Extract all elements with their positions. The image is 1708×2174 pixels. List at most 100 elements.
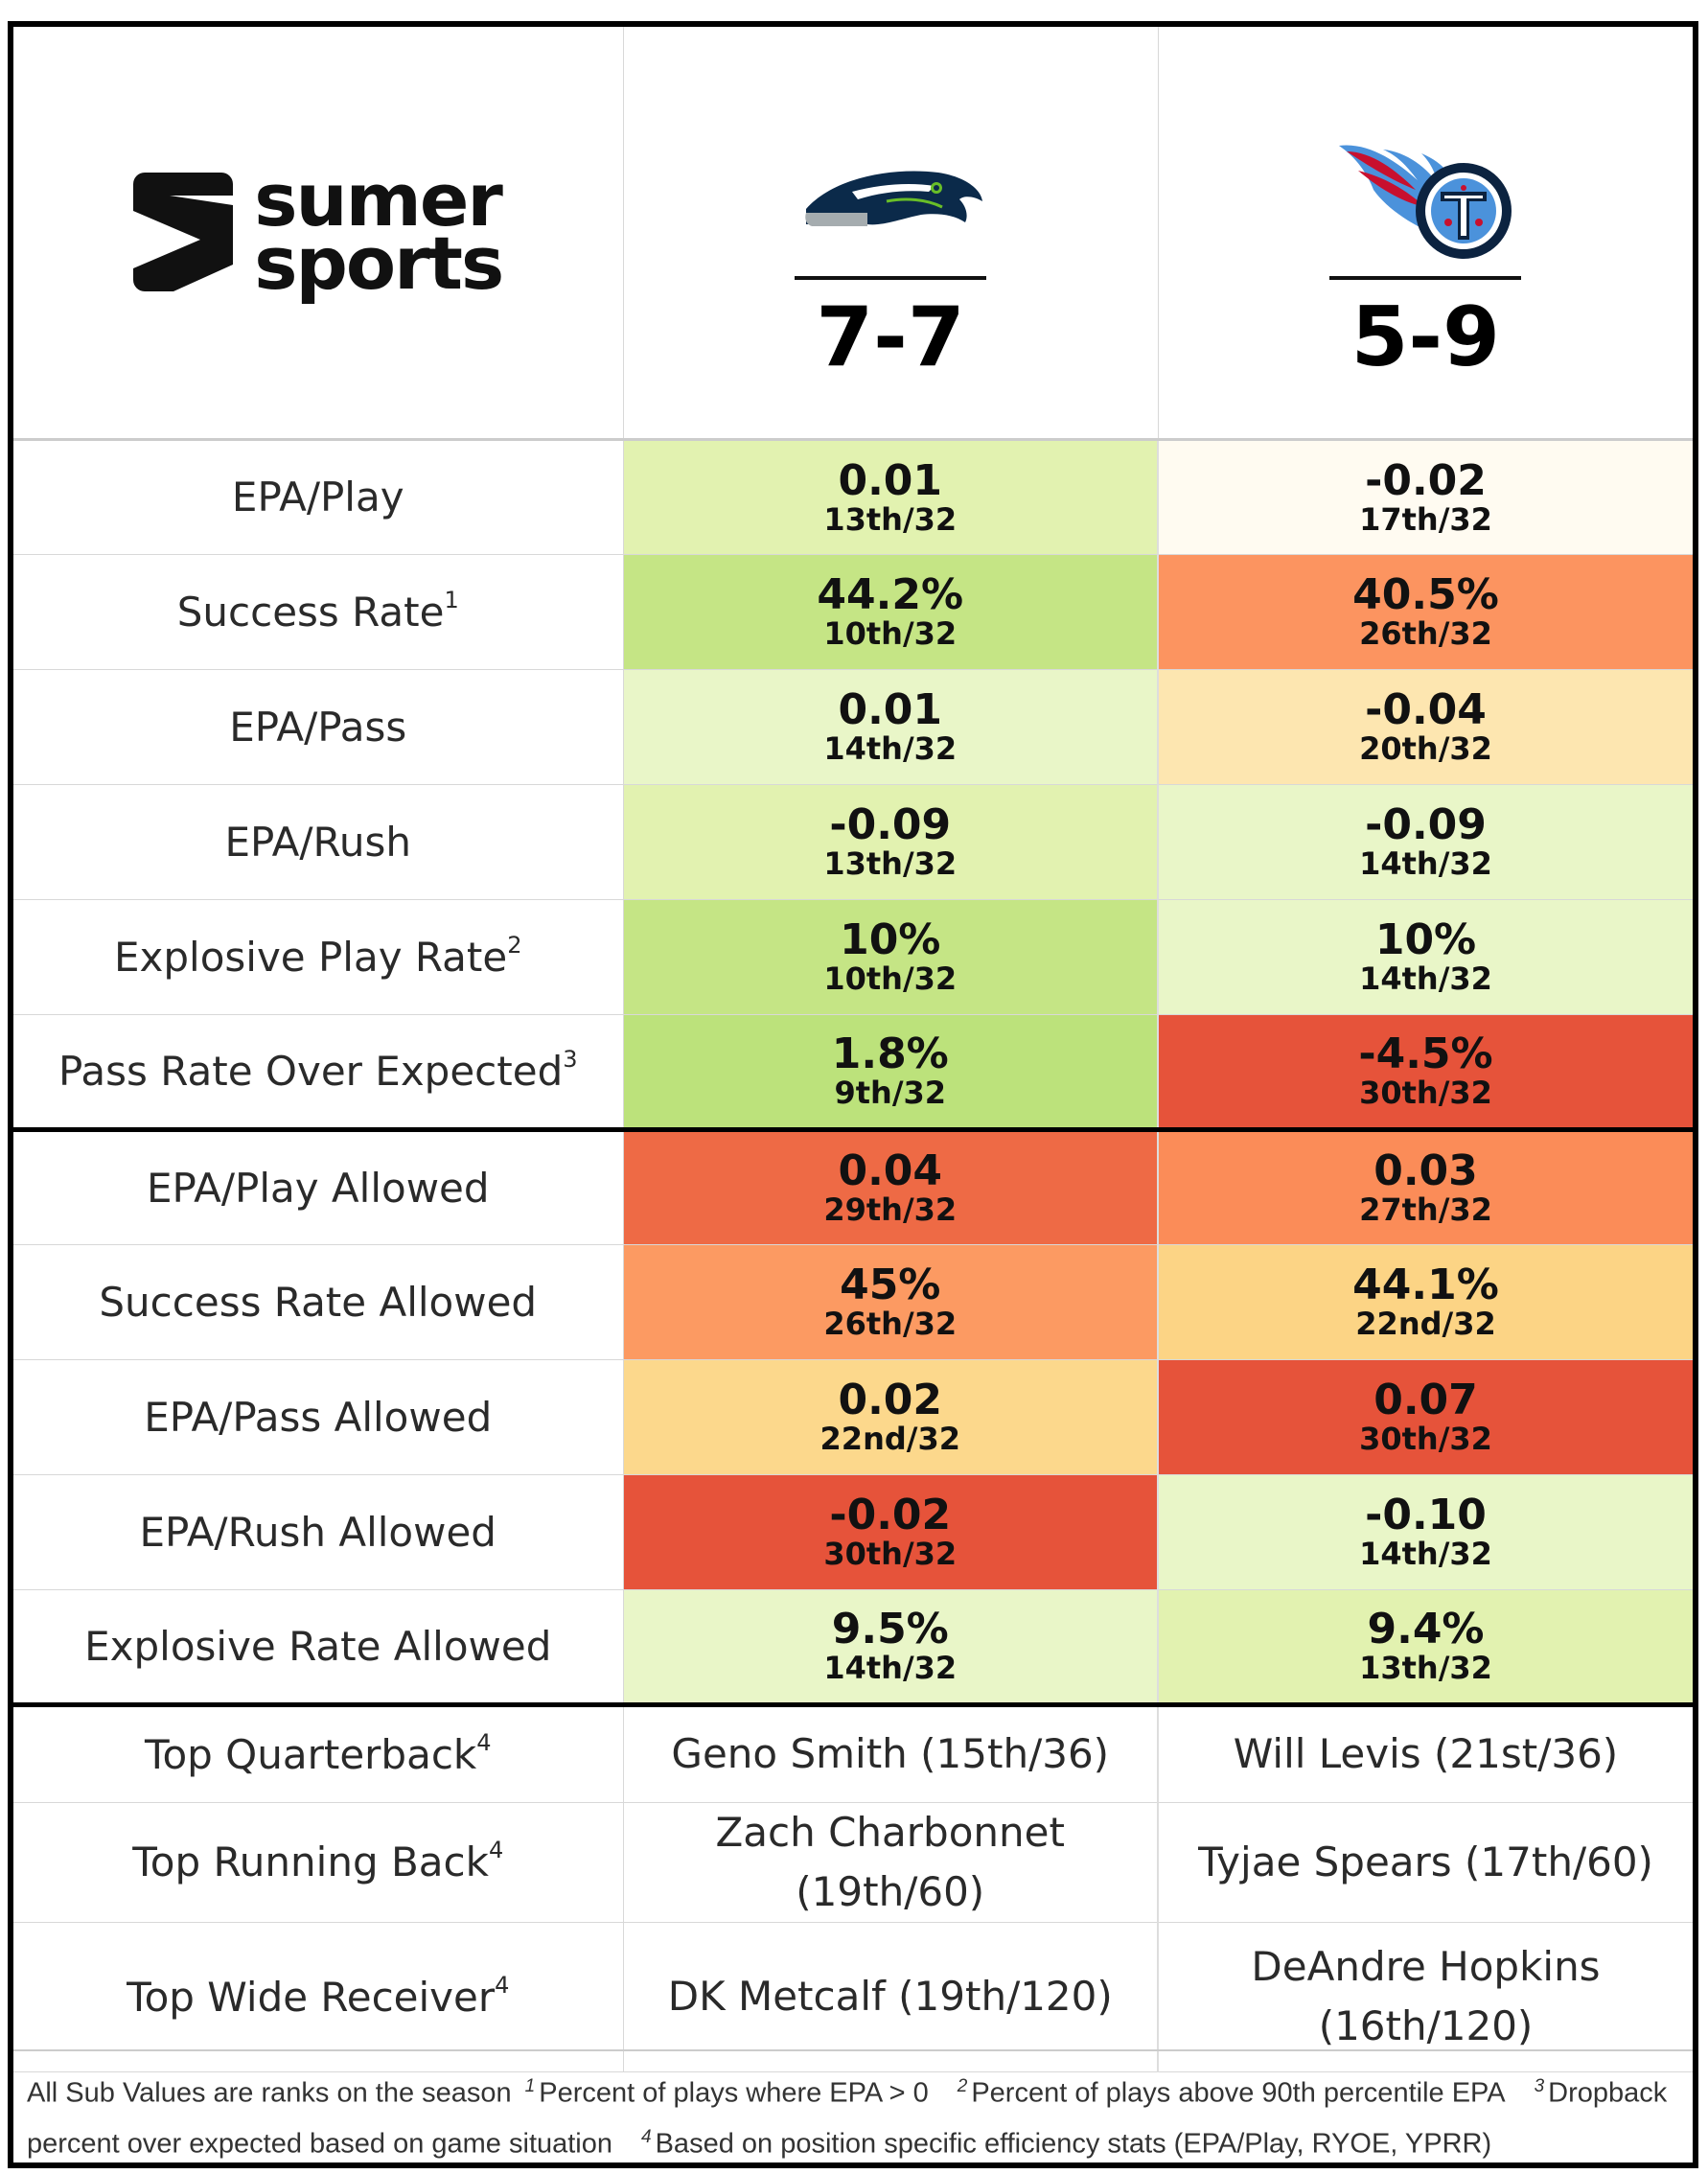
- player-name: Will Levis (21st/36): [1233, 1730, 1619, 1777]
- stat-value: 9.4%: [1367, 1605, 1485, 1654]
- team1-header: 7-7: [622, 27, 1159, 440]
- stat-value: -4.5%: [1358, 1029, 1493, 1078]
- stat-value: 0.02: [838, 1376, 943, 1424]
- defense-row: EPA/Play Allowed 0.04 29th/32 0.03 27th/32: [13, 1126, 1693, 1245]
- stat-cell: -4.5% 30th/32: [1157, 1013, 1693, 1130]
- stat-value: 10%: [1374, 915, 1477, 964]
- stat-cell: 45% 26th/32: [622, 1243, 1159, 1360]
- stat-rank: 14th/32: [823, 1650, 958, 1686]
- footnotes: All Sub Values are ranks on the season 1 P…: [13, 2049, 1693, 2162]
- row-label-text: Success Rate Allowed: [99, 1278, 538, 1326]
- stat-cell: 10% 14th/32: [1157, 898, 1693, 1015]
- row-label: Explosive Rate Allowed: [13, 1588, 624, 1705]
- row-label-text: Top Quarterback: [144, 1730, 477, 1778]
- footnote-2: Percent of plays above 90th percentile E…: [971, 2077, 1506, 2109]
- team2-underline: [1329, 276, 1522, 280]
- defense-row: Explosive Rate Allowed 9.5% 14th/32 9.4% 13t…: [13, 1588, 1693, 1705]
- row-label-text: EPA/Pass: [229, 703, 407, 751]
- stat-rank: 13th/32: [823, 845, 958, 882]
- row-label: EPA/Rush Allowed: [13, 1473, 624, 1590]
- offense-row: Explosive Play Rate2 10% 10th/32 10% 14th/32: [13, 898, 1693, 1015]
- row-label: EPA/Pass Allowed: [13, 1358, 624, 1475]
- stat-cell: 44.1% 22nd/32: [1157, 1243, 1693, 1360]
- footnote-marker: 2: [507, 931, 522, 959]
- footnote-3-marker: 3: [1534, 2076, 1545, 2096]
- team2-record: 5-9: [1350, 289, 1500, 385]
- footnote-4: Based on position specific efficiency st…: [655, 2128, 1492, 2160]
- offense-row: EPA/Pass 0.01 14th/32 -0.04 20th/32: [13, 668, 1693, 785]
- footnote-2-marker: 2: [957, 2076, 968, 2096]
- player-cell: Zach Charbonnet (19th/60): [622, 1801, 1159, 1923]
- stat-value: 9.5%: [831, 1605, 949, 1654]
- player-row: Top Running Back4 Zach Charbonnet (19th/6…: [13, 1801, 1693, 1923]
- player-cell: DeAndre Hopkins (16th/120): [1157, 1921, 1693, 2072]
- player-name: DK Metcalf (19th/120): [667, 1973, 1113, 2020]
- row-label: EPA/Rush: [13, 783, 624, 900]
- stat-cell: 44.2% 10th/32: [622, 553, 1159, 670]
- stat-cell: 9.5% 14th/32: [622, 1588, 1159, 1705]
- row-label-text: EPA/Play Allowed: [146, 1164, 490, 1212]
- stat-value: -0.10: [1365, 1491, 1487, 1539]
- player-name: Tyjae Spears (17th/60): [1198, 1838, 1653, 1885]
- stat-cell: 0.07 30th/32: [1157, 1358, 1693, 1475]
- stat-cell: -0.10 14th/32: [1157, 1473, 1693, 1590]
- footnote-marker: 3: [563, 1045, 578, 1073]
- team2-header: 5-9: [1157, 27, 1693, 440]
- header-row: sumer sports: [13, 27, 1693, 440]
- player-name: Zach Charbonnet (19th/60): [715, 1808, 1065, 1915]
- stat-cell: -0.09 14th/32: [1157, 783, 1693, 900]
- player-cell: Tyjae Spears (17th/60): [1157, 1801, 1693, 1923]
- defense-row: Success Rate Allowed 45% 26th/32 44.1% 22nd/…: [13, 1243, 1693, 1360]
- stat-value: -0.04: [1365, 685, 1487, 734]
- row-label-text: Pass Rate Over Expected: [58, 1047, 564, 1095]
- stat-rank: 22nd/32: [819, 1421, 960, 1457]
- row-label-text: EPA/Rush: [224, 818, 411, 866]
- stat-value: 44.1%: [1352, 1260, 1499, 1309]
- stat-rank: 17th/32: [1359, 500, 1492, 538]
- stat-value: 0.01: [838, 455, 943, 505]
- player-cell: Will Levis (21st/36): [1157, 1701, 1693, 1803]
- stat-rank: 14th/32: [1359, 845, 1492, 882]
- row-label-text: EPA/Rush Allowed: [139, 1508, 496, 1556]
- footnote-marker: 4: [476, 1728, 492, 1756]
- stat-cell: 40.5% 26th/32: [1157, 553, 1693, 670]
- stat-value: 1.8%: [831, 1029, 949, 1078]
- stat-cell: 0.02 22nd/32: [622, 1358, 1159, 1475]
- player-row: Top Quarterback4 Geno Smith (15th/36) Will…: [13, 1701, 1693, 1803]
- stat-rank: 10th/32: [823, 615, 958, 652]
- stat-rank: 20th/32: [1359, 730, 1492, 767]
- row-label: Top Running Back4: [13, 1801, 624, 1923]
- offense-row: Success Rate1 44.2% 10th/32 40.5% 26th/32: [13, 553, 1693, 670]
- stat-rank: 26th/32: [823, 1306, 958, 1342]
- stat-cell: 0.01 13th/32: [622, 437, 1159, 555]
- stat-cell: 9.4% 13th/32: [1157, 1588, 1693, 1705]
- row-label: EPA/Play Allowed: [13, 1126, 624, 1245]
- defense-row: EPA/Pass Allowed 0.02 22nd/32 0.07 30th/32: [13, 1358, 1693, 1475]
- footnote-1-marker: 1: [524, 2076, 536, 2096]
- stat-rank: 29th/32: [823, 1191, 958, 1228]
- team1-record: 7-7: [816, 289, 965, 385]
- stat-rank: 13th/32: [1359, 1650, 1492, 1686]
- player-cell: DK Metcalf (19th/120): [622, 1921, 1159, 2072]
- stat-value: 0.01: [838, 685, 943, 734]
- stat-rank: 30th/32: [1359, 1421, 1492, 1457]
- stat-value: 40.5%: [1352, 570, 1499, 619]
- offense-row: EPA/Rush -0.09 13th/32 -0.09 14th/32: [13, 783, 1693, 900]
- brand-cell: sumer sports: [13, 27, 624, 440]
- row-label-text: Explosive Rate Allowed: [84, 1622, 552, 1670]
- stat-cell: 0.03 27th/32: [1157, 1126, 1693, 1245]
- row-label-text: Top Wide Receiver: [127, 1973, 496, 2021]
- stat-value: -0.09: [1365, 800, 1487, 849]
- row-label: Success Rate Allowed: [13, 1243, 624, 1360]
- footnote-1: Percent of plays where EPA > 0: [539, 2077, 929, 2109]
- stat-rank: 14th/32: [1359, 1536, 1492, 1572]
- stat-cell: -0.04 20th/32: [1157, 668, 1693, 785]
- stat-cell: -0.02 30th/32: [622, 1473, 1159, 1590]
- stat-value: 10%: [840, 915, 941, 964]
- footnote-marker: 4: [488, 1837, 504, 1863]
- stat-value: 0.03: [1373, 1146, 1478, 1195]
- stat-rank: 14th/32: [1359, 960, 1492, 997]
- team1-underline: [795, 276, 986, 280]
- row-label: Explosive Play Rate2: [13, 898, 624, 1015]
- comparison-card: sumer sports: [8, 21, 1698, 2168]
